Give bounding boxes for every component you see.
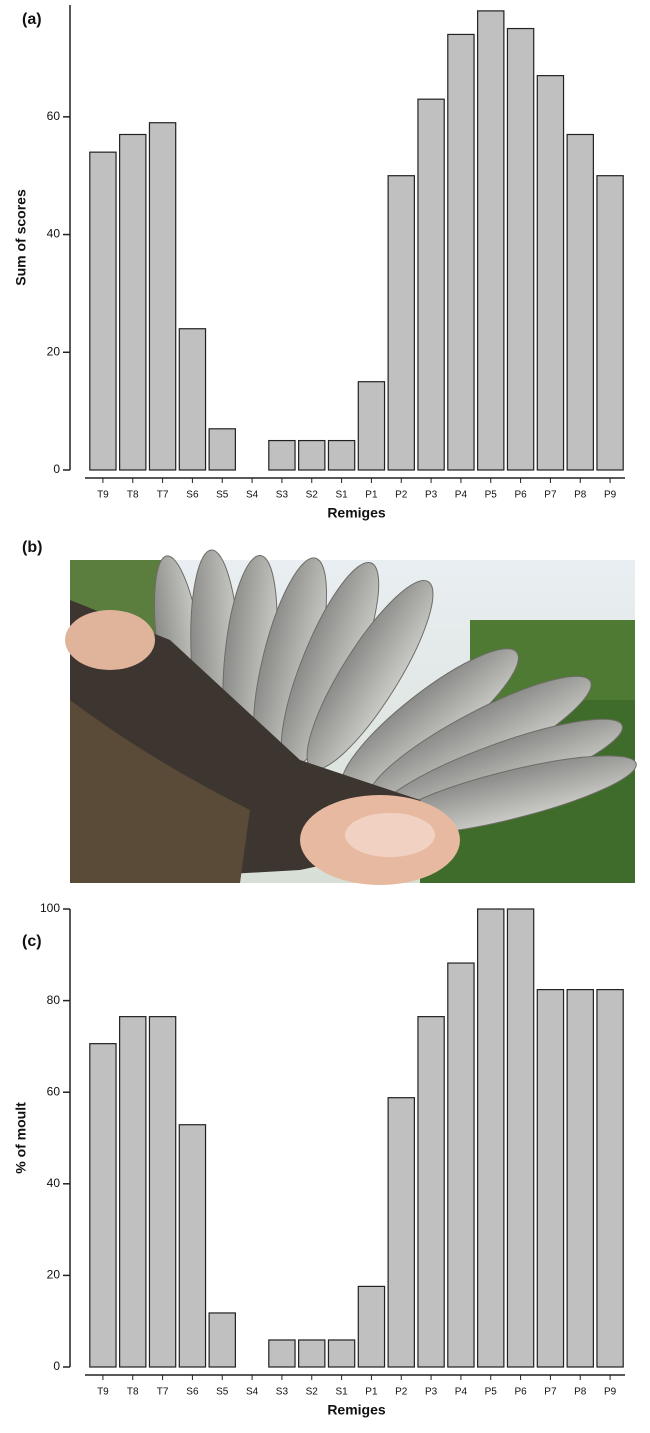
- x-tick-label: S2: [306, 1387, 319, 1398]
- x-tick-label: T9: [97, 490, 109, 501]
- x-tick-label: P2: [395, 1387, 408, 1398]
- x-tick-label: T9: [97, 1387, 109, 1398]
- bar: [447, 33, 475, 471]
- x-tick-label: P1: [365, 490, 378, 501]
- x-tick-label: S6: [186, 490, 199, 501]
- bar: [417, 98, 445, 471]
- x-tick-label: P7: [544, 1387, 557, 1398]
- panel-label: (b): [22, 539, 42, 556]
- bar: [477, 10, 505, 471]
- y-tick-label: 20: [47, 344, 61, 358]
- photo: [65, 549, 637, 885]
- bar: [596, 989, 624, 1368]
- x-tick-label: S5: [216, 1387, 229, 1398]
- x-tick-label: P8: [574, 490, 587, 501]
- bar: [268, 439, 296, 471]
- bar: [148, 122, 177, 471]
- x-tick-label: P5: [485, 1387, 498, 1398]
- x-tick-label: S3: [276, 1387, 289, 1398]
- bar: [387, 175, 415, 471]
- bar: [477, 908, 505, 1368]
- panel-label: (a): [22, 11, 42, 28]
- bar: [327, 1339, 356, 1368]
- y-tick-label: 60: [47, 109, 61, 123]
- bar: [178, 1124, 207, 1368]
- x-tick-label: T7: [157, 490, 169, 501]
- x-tick-label: P9: [604, 1387, 617, 1398]
- x-tick-label: P6: [514, 1387, 527, 1398]
- x-tick-label: S1: [335, 1387, 348, 1398]
- y-tick-label: 100: [40, 901, 60, 915]
- x-tick-label: S1: [335, 490, 348, 501]
- x-tick-label: S2: [306, 490, 319, 501]
- y-tick-label: 60: [47, 1084, 61, 1098]
- bar: [89, 151, 117, 471]
- y-tick-label: 0: [53, 462, 60, 476]
- bar: [208, 428, 236, 471]
- panel-label: (c): [22, 933, 42, 950]
- x-tick-label: T8: [127, 1387, 139, 1398]
- x-tick-label: S5: [216, 490, 229, 501]
- x-tick-label: P7: [544, 490, 557, 501]
- bar: [506, 908, 535, 1368]
- bar: [119, 1016, 147, 1368]
- x-tick-label: T7: [157, 1387, 169, 1398]
- bar: [566, 133, 594, 471]
- y-tick-label: 80: [47, 993, 61, 1007]
- x-tick-label: P4: [455, 490, 468, 501]
- y-tick-label: 20: [47, 1268, 61, 1282]
- bar: [268, 1339, 296, 1368]
- bar: [536, 989, 565, 1368]
- x-tick-label: T8: [127, 490, 139, 501]
- bar: [119, 133, 147, 471]
- bar: [178, 328, 207, 471]
- bar: [447, 962, 475, 1368]
- y-tick-label: 40: [47, 1176, 61, 1190]
- x-tick-label: P2: [395, 490, 408, 501]
- x-tick-label: P3: [425, 1387, 438, 1398]
- x-tick-label: P1: [365, 1387, 378, 1398]
- bar: [357, 381, 386, 471]
- x-tick-label: P5: [485, 490, 498, 501]
- bar: [208, 1312, 236, 1368]
- bar: [536, 75, 565, 471]
- x-axis-title: Remiges: [327, 1402, 386, 1418]
- y-axis-title: Sum of scores: [13, 189, 29, 286]
- bar: [506, 27, 535, 471]
- bar: [566, 989, 594, 1368]
- x-tick-label: S4: [246, 1387, 259, 1398]
- x-tick-label: P3: [425, 490, 438, 501]
- x-tick-label: P6: [514, 490, 527, 501]
- bar: [357, 1285, 386, 1368]
- x-axis-title: Remiges: [327, 505, 386, 521]
- y-tick-label: 40: [47, 227, 61, 241]
- bar: [596, 175, 624, 471]
- bar: [417, 1016, 445, 1368]
- x-tick-label: P8: [574, 1387, 587, 1398]
- bar: [387, 1097, 415, 1368]
- bar: [298, 439, 326, 471]
- bar: [148, 1016, 177, 1368]
- bar: [298, 1339, 326, 1368]
- y-tick-label: 0: [53, 1359, 60, 1373]
- x-tick-label: P4: [455, 1387, 468, 1398]
- x-tick-label: S6: [186, 1387, 199, 1398]
- x-tick-label: S3: [276, 490, 289, 501]
- bar: [327, 439, 356, 471]
- y-axis-title: % of moult: [13, 1102, 29, 1174]
- x-tick-label: S4: [246, 490, 259, 501]
- bar: [89, 1043, 117, 1368]
- x-tick-label: P9: [604, 490, 617, 501]
